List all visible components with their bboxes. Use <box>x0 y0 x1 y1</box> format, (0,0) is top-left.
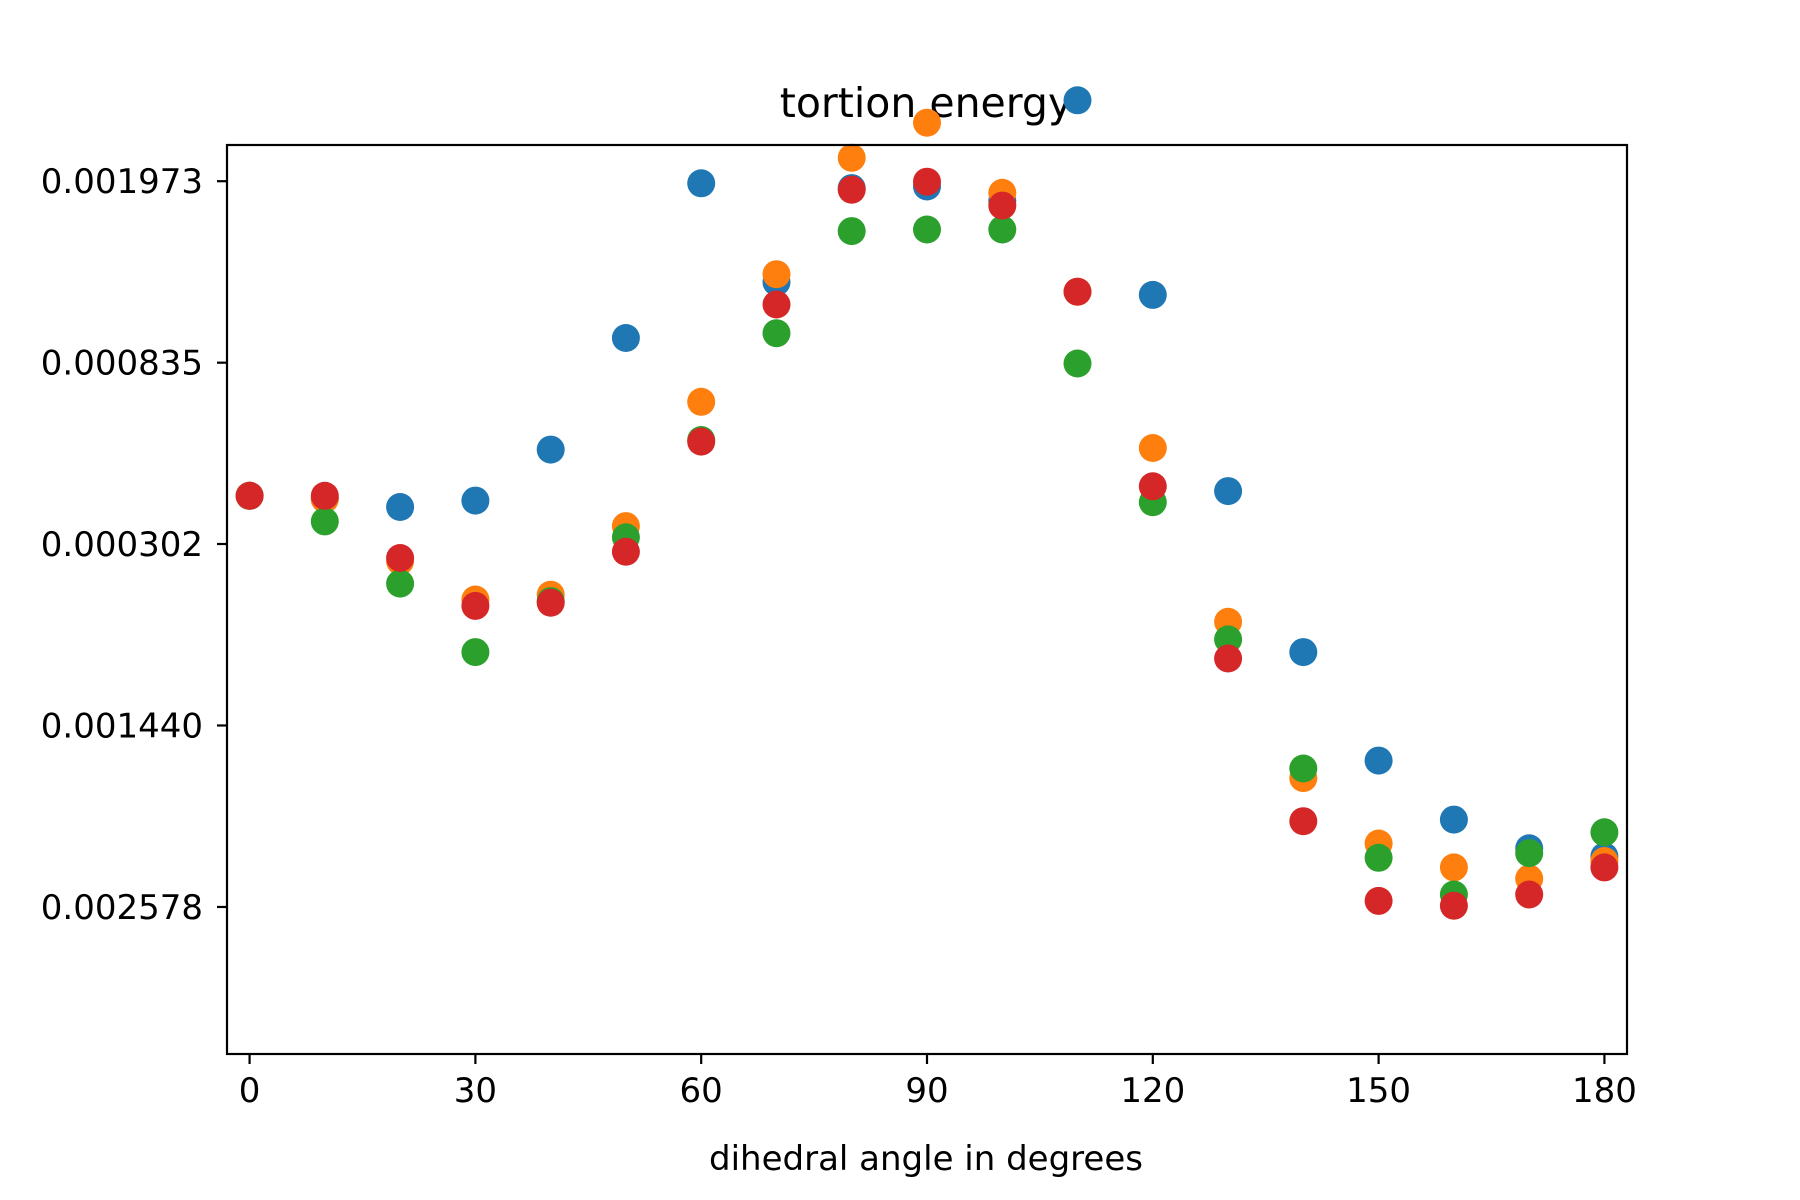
data-point-series-4 <box>913 167 941 196</box>
data-point-series-3 <box>913 215 941 244</box>
y-axis-ticks: 0.001973 0.000835 0.000302 0.001440 0.002578 <box>41 162 227 928</box>
data-point-series-4 <box>1439 891 1468 920</box>
data-point-series-1 <box>536 435 565 464</box>
data-point-series-1 <box>386 493 415 521</box>
data-point-series-4 <box>687 427 716 456</box>
data-point-series-4 <box>611 537 640 566</box>
data-point-series-1 <box>1289 638 1318 667</box>
data-point-series-4 <box>837 175 866 204</box>
x-tick-label: 180 <box>1572 1071 1637 1111</box>
y-tick-label: 0.000302 <box>41 525 203 565</box>
data-point-series-4 <box>1214 644 1243 673</box>
x-tick-label: 60 <box>680 1071 723 1111</box>
data-point-series-1 <box>1364 746 1393 775</box>
data-point-series-2 <box>762 260 791 289</box>
data-point-series-4 <box>386 544 415 572</box>
data-point-series-3 <box>1289 754 1318 783</box>
data-point-series-1 <box>687 169 716 198</box>
data-point-series-4 <box>536 588 565 617</box>
data-point-series-1 <box>1214 477 1243 506</box>
data-point-series-2 <box>1138 434 1167 462</box>
y-tick-label: 0.002578 <box>41 888 203 928</box>
data-point-series-2 <box>913 108 941 137</box>
plot-frame <box>225 143 1629 1056</box>
data-point-series-3 <box>386 569 415 598</box>
data-point-series-3 <box>1590 818 1619 847</box>
data-point-series-4 <box>1063 277 1092 306</box>
data-point-series-3 <box>762 319 791 348</box>
data-point-series-4 <box>988 191 1017 220</box>
x-tick-label: 150 <box>1346 1071 1411 1111</box>
data-point-series-3 <box>461 638 490 667</box>
data-point-series-4 <box>762 290 791 319</box>
x-tick-label: 120 <box>1120 1071 1185 1111</box>
x-axis-label: dihedral angle in degrees <box>709 1139 1143 1179</box>
data-point-series-2 <box>837 143 866 172</box>
data-point-series-3 <box>310 507 339 536</box>
data-point-series-4 <box>461 591 490 620</box>
data-point-series-4 <box>1515 880 1544 909</box>
data-point-series-4 <box>1590 853 1619 882</box>
data-point-series-3 <box>1063 349 1092 378</box>
data-point-series-1 <box>611 324 640 352</box>
y-tick-label: 0.000835 <box>41 344 203 384</box>
data-point-series-3 <box>1515 839 1544 868</box>
data-point-series-2 <box>1439 853 1468 882</box>
data-point-series-4 <box>1138 472 1167 501</box>
data-point-series-3 <box>1364 843 1393 872</box>
data-point-series-1 <box>1439 805 1468 834</box>
y-tick-label: 0.001440 <box>41 706 203 746</box>
x-tick-label: 30 <box>454 1071 497 1111</box>
data-point-series-4 <box>235 481 264 510</box>
data-point-series-4 <box>1364 886 1393 915</box>
data-point-series-2 <box>687 387 716 416</box>
x-axis-ticks: 0 30 60 90 120 150 180 <box>239 1054 1637 1111</box>
y-tick-label: 0.001973 <box>41 162 203 202</box>
data-points <box>235 86 1619 920</box>
data-point-series-4 <box>1289 807 1318 836</box>
data-point-series-3 <box>988 215 1017 244</box>
data-point-series-1 <box>461 486 490 515</box>
x-tick-label: 90 <box>905 1071 948 1111</box>
data-point-series-1 <box>1138 280 1167 309</box>
data-point-series-4 <box>310 481 339 510</box>
x-tick-label: 0 <box>239 1071 261 1111</box>
data-point-series-3 <box>837 217 866 246</box>
data-point-series-1 <box>1063 86 1092 115</box>
